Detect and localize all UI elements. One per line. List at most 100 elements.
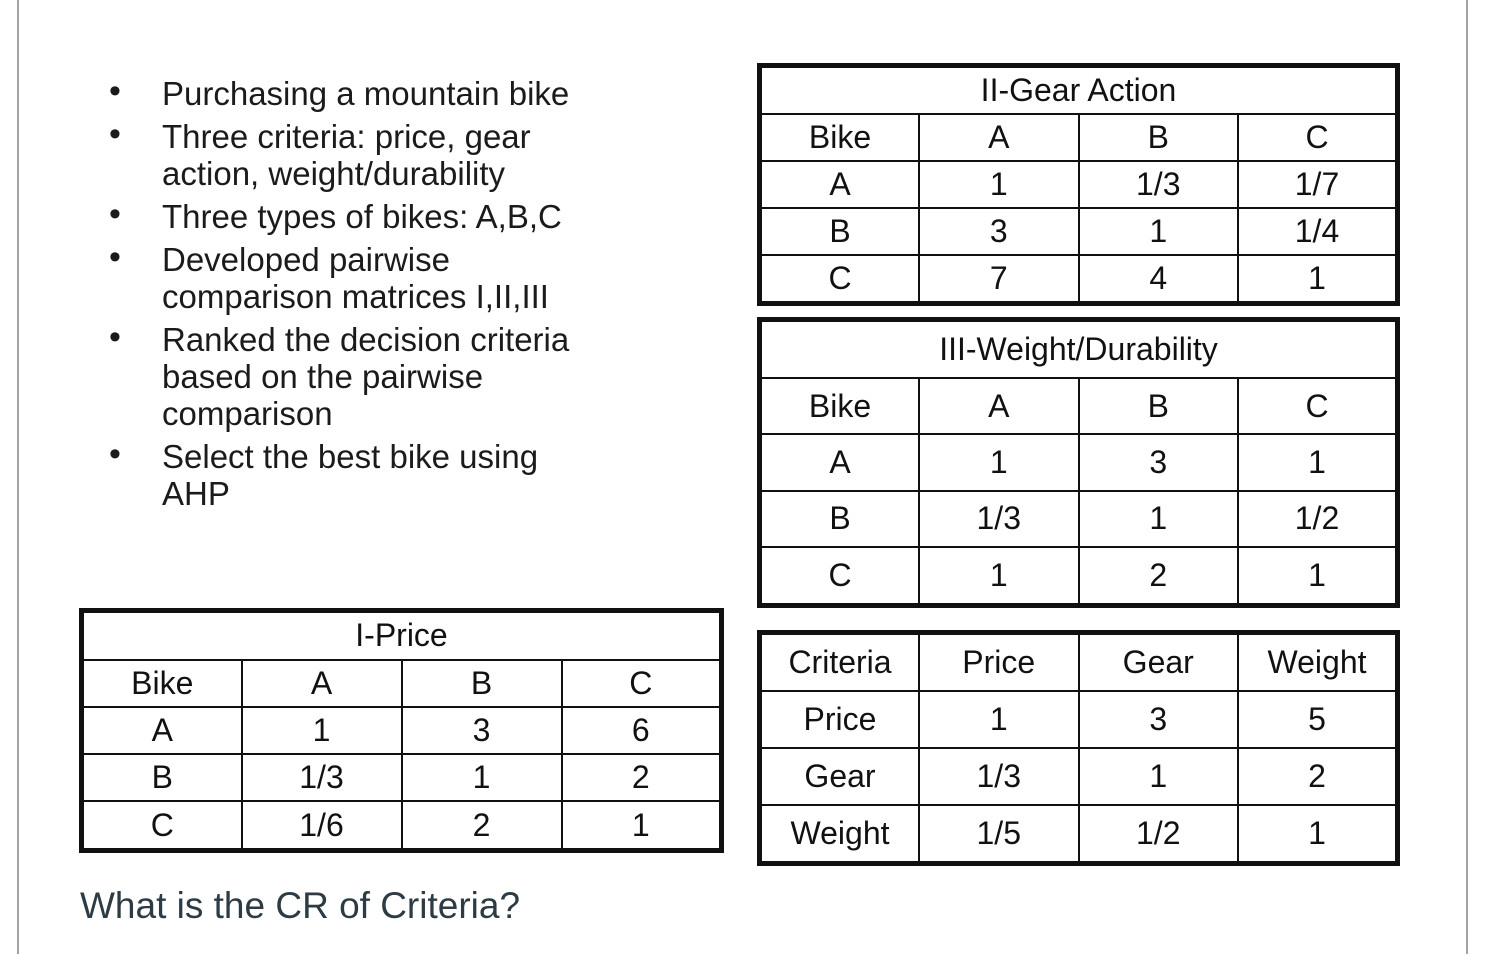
bullet-item-three-criteria: Three criteria: price, gear action, weig… [103,116,643,192]
table-cell: 2 [1077,545,1239,607]
table-cell: 2 [1237,746,1399,806]
table-title-row: II-Gear Action [758,64,1399,116]
table-cell: 4 [1077,253,1239,305]
table-cell: 7 [918,253,1080,305]
table-cell: 3 [1077,433,1239,492]
table-title-row: III-Weight/Durability [758,318,1399,379]
table-cell: 1/2 [1237,489,1399,548]
row-header: Weight [758,803,920,865]
row-header: Price [758,690,920,749]
table-cell: 1 [918,160,1080,209]
bullet-item-purchasing: Purchasing a mountain bike [103,73,643,112]
table-cell: 3 [918,206,1080,256]
table-cell: 3 [400,705,563,756]
table-row: Gear 1/3 1 2 [758,746,1399,806]
table-row: B 3 1 1/4 [758,206,1399,256]
bullet-item-three-bikes: Three types of bikes: A,B,C [103,196,643,235]
bullet-item-ranked-criteria: Ranked the decision criteria based on th… [103,319,643,432]
table-cell: 5 [1237,690,1399,749]
table-cell: 3 [1077,690,1239,749]
gear-action-table: II-Gear Action Bike A B C A 1 1/3 1/7 B … [757,63,1400,306]
weight-durability-table: III-Weight/Durability Bike A B C A 1 3 1… [757,317,1400,608]
table-cell: 1/5 [918,803,1080,865]
column-header: C [1237,376,1399,436]
row-header: A [758,160,920,209]
table-cell: 2 [400,800,563,852]
table-cell: 1/3 [1077,160,1239,209]
table-row: C 1 2 1 [758,545,1399,607]
column-header: B [1077,376,1239,436]
row-header: B [758,489,920,548]
bullet-item-select-bike: Select the best bike using AHP [103,436,643,512]
row-header: B [80,753,243,803]
column-header: B [1077,113,1239,163]
table-cell: 1 [560,800,723,852]
column-header: Criteria [758,631,920,693]
column-header: Bike [758,376,920,436]
column-header: A [918,113,1080,163]
table-cell: 1 [918,545,1080,607]
column-header: C [1237,113,1399,163]
column-header: Bike [80,658,243,708]
table-header-row: Bike A B C [758,113,1399,163]
column-header: Bike [758,113,920,163]
table-row: C 1/6 2 1 [80,800,723,852]
column-header: B [400,658,563,708]
table-header-row: Criteria Price Gear Weight [758,631,1399,693]
table-cell: 1 [240,705,403,756]
row-header: A [758,433,920,492]
row-header: A [80,705,243,756]
table-cell: 1/3 [918,746,1080,806]
table-cell: 1 [1237,545,1399,607]
table-cell: 1/3 [918,489,1080,548]
table-header-row: Bike A B C [758,376,1399,436]
weight-table-title: III-Weight/Durability [758,318,1399,379]
table-row: B 1/3 1 1/2 [758,489,1399,548]
row-header: B [758,206,920,256]
table-cell: 1 [1237,803,1399,865]
table-cell: 1 [1237,433,1399,492]
row-header: C [758,545,920,607]
table-row: C 7 4 1 [758,253,1399,305]
table-cell: 1 [1077,489,1239,548]
table-row: A 1 3 1 [758,433,1399,492]
price-table: I-Price Bike A B C A 1 3 6 B 1/3 1 2 C 1… [79,608,724,853]
table-cell: 1 [1237,253,1399,305]
table-row: Price 1 3 5 [758,690,1399,749]
table-title-row: I-Price [80,609,723,661]
column-header: Price [918,631,1080,693]
gear-table-title: II-Gear Action [758,64,1399,116]
table-row: A 1 1/3 1/7 [758,160,1399,209]
table-cell: 1 [1077,206,1239,256]
table-row: Weight 1/5 1/2 1 [758,803,1399,865]
column-header: A [918,376,1080,436]
panel-right-border [1466,0,1468,954]
criteria-comparison-table: Criteria Price Gear Weight Price 1 3 5 G… [757,630,1400,866]
table-cell: 1/4 [1237,206,1399,256]
table-cell: 1/2 [1077,803,1239,865]
table-header-row: Bike A B C [80,658,723,708]
column-header: Gear [1077,631,1239,693]
table-cell: 1 [1077,746,1239,806]
question-text: What is the CR of Criteria? [80,885,521,926]
table-cell: 1/6 [240,800,403,852]
column-header: C [560,658,723,708]
table-cell: 1 [400,753,563,803]
column-header: A [240,658,403,708]
table-cell: 1/7 [1237,160,1399,209]
table-cell: 1 [918,690,1080,749]
bullet-item-pairwise-matrices: Developed pairwise comparison matrices I… [103,239,643,315]
table-cell: 1/3 [240,753,403,803]
table-cell: 2 [560,753,723,803]
column-header: Weight [1237,631,1399,693]
price-table-title: I-Price [80,609,723,661]
table-cell: 6 [560,705,723,756]
table-row: B 1/3 1 2 [80,753,723,803]
table-row: A 1 3 6 [80,705,723,756]
row-header: C [80,800,243,852]
row-header: C [758,253,920,305]
table-cell: 1 [918,433,1080,492]
bullet-list: Purchasing a mountain bike Three criteri… [103,73,643,518]
row-header: Gear [758,746,920,806]
